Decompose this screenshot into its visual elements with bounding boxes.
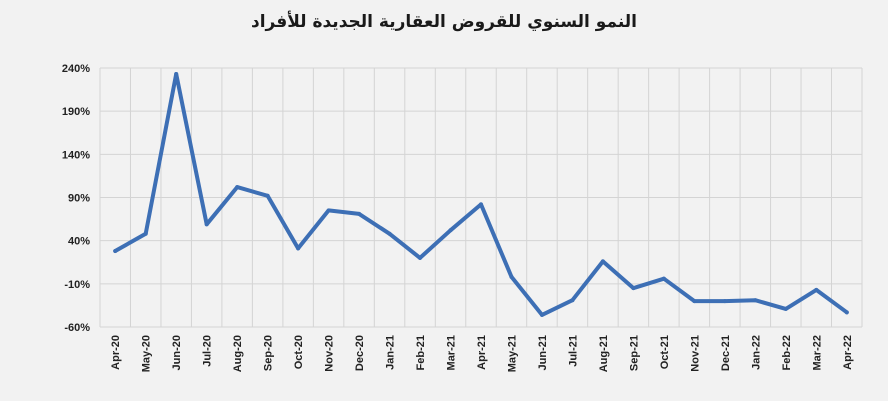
data-point	[143, 231, 148, 236]
data-point	[631, 286, 636, 291]
x-tick-label: Apr-22	[842, 335, 854, 370]
data-point	[204, 222, 209, 227]
y-tick-label: -10%	[64, 279, 90, 291]
data-point	[539, 312, 544, 317]
data-point	[692, 299, 697, 304]
data-point	[844, 310, 849, 315]
data-point	[387, 231, 392, 236]
x-tick-label: Apr-21	[476, 335, 488, 370]
x-tick-label: Feb-21	[415, 335, 427, 370]
data-point	[570, 298, 575, 303]
x-tick-label: Dec-21	[720, 335, 732, 371]
y-tick-label: 40%	[68, 236, 90, 248]
data-point	[814, 287, 819, 292]
data-point	[418, 255, 423, 260]
x-tick-label: Sep-21	[628, 335, 640, 371]
data-point	[113, 249, 118, 254]
data-point	[661, 276, 666, 281]
data-point	[479, 202, 483, 207]
x-tick-label: Aug-21	[598, 335, 610, 372]
x-tick-label: Oct-21	[659, 335, 671, 369]
data-point	[174, 72, 179, 77]
x-tick-label: Dec-20	[354, 335, 366, 371]
data-point	[326, 208, 331, 213]
y-tick-label: 240%	[62, 63, 90, 75]
x-tick-label: Mar-22	[811, 335, 823, 370]
data-point	[265, 193, 270, 198]
y-tick-label: 140%	[62, 149, 90, 161]
data-point	[235, 185, 240, 190]
x-tick-label: Sep-20	[263, 335, 275, 371]
x-tick-label: Nov-20	[324, 335, 336, 372]
x-tick-label: Apr-20	[110, 335, 122, 370]
x-tick-label: Oct-20	[293, 335, 305, 369]
data-point	[448, 228, 453, 233]
x-tick-label: Jun-21	[537, 335, 549, 370]
x-tick-label: Aug-20	[232, 335, 244, 372]
data-point	[509, 274, 514, 279]
x-tick-label: Mar-21	[446, 335, 458, 370]
data-point	[783, 306, 788, 311]
x-tick-label: May-21	[506, 335, 518, 372]
data-point	[722, 299, 727, 304]
data-point	[296, 246, 301, 251]
x-tick-label: Nov-21	[689, 335, 701, 372]
y-tick-label: -60%	[64, 322, 90, 334]
x-tick-label: May-20	[141, 335, 153, 372]
data-point	[753, 298, 758, 303]
y-tick-label: 90%	[68, 193, 90, 205]
chart-title: النمو السنوي للقروض العقارية الجديدة للأ…	[250, 12, 638, 32]
x-tick-label: Jan-22	[750, 335, 762, 370]
x-tick-label: Feb-22	[781, 335, 793, 370]
x-tick-label: Jun-20	[171, 335, 183, 370]
x-tick-label: Jul-20	[202, 335, 214, 367]
x-tick-label: Jul-21	[567, 335, 579, 367]
x-tick-label: Jan-21	[385, 335, 397, 370]
y-tick-label: 190%	[62, 106, 90, 118]
data-point	[357, 211, 362, 216]
data-point	[600, 259, 605, 264]
